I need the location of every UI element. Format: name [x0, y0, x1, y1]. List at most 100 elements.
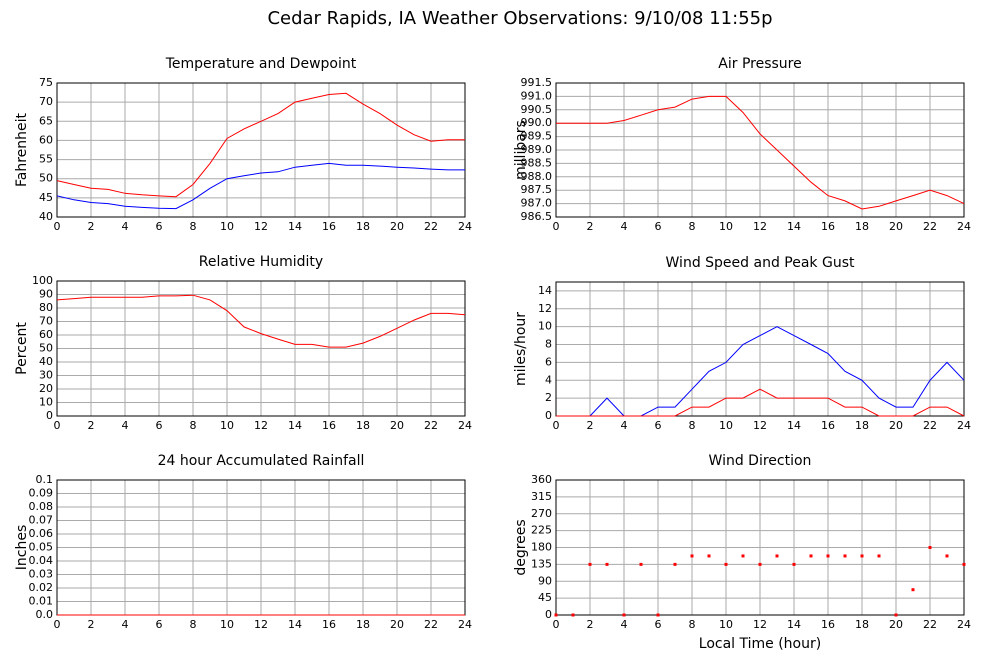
y-tick-label: 180 [531, 541, 552, 554]
y-tick-label: 0.08 [29, 500, 54, 513]
x-tick-label: 8 [689, 220, 696, 233]
y-tick-label: 0.0 [36, 608, 54, 621]
y-tick-label: 315 [531, 490, 552, 503]
y-tick-label: 987.5 [521, 183, 553, 196]
y-tick-label: 0.04 [29, 554, 54, 567]
x-tick-label: 4 [122, 419, 129, 432]
series-line [56, 162, 465, 210]
x-tick-label: 12 [254, 419, 268, 432]
x-tick-label: 2 [587, 220, 594, 233]
point [928, 546, 932, 549]
x-tick-label: 12 [753, 419, 767, 432]
chart-title: Wind Speed and Peak Gust [666, 255, 855, 271]
x-tick-label: 6 [156, 419, 163, 432]
x-tick-label: 16 [322, 419, 336, 432]
x-tick-label: 20 [889, 618, 903, 631]
point [894, 613, 898, 617]
x-tick-label: 10 [220, 618, 234, 631]
y-tick-label: 50 [39, 342, 53, 355]
point [945, 554, 949, 558]
y-axis-label: miles/hour [513, 312, 529, 386]
y-tick-label: 0 [545, 409, 552, 422]
y-tick-label: 70 [39, 315, 53, 328]
x-tick-label: 12 [753, 618, 767, 631]
series-line [56, 92, 465, 198]
x-tick-label: 18 [356, 419, 370, 432]
y-axis-label: degrees [513, 519, 529, 575]
y-tick-label: 989.0 [521, 143, 553, 156]
x-tick-label: 2 [88, 618, 95, 631]
x-tick-label: 2 [587, 618, 594, 631]
x-tick-label: 6 [655, 618, 662, 631]
y-tick-label: 0.03 [29, 568, 54, 581]
y-tick-label: 0.05 [29, 541, 54, 554]
x-tick-label: 16 [322, 220, 336, 233]
x-tick-label: 22 [923, 618, 937, 631]
x-tick-label: 22 [424, 419, 438, 432]
point [639, 562, 643, 566]
plot-frame [555, 82, 965, 218]
y-tick-label: 75 [39, 76, 53, 89]
x-tick-label: 14 [787, 419, 801, 432]
point [707, 554, 711, 558]
x-tick-label: 6 [655, 220, 662, 233]
y-axis-label: Inches [14, 525, 30, 570]
y-tick-label: 988.0 [521, 170, 553, 183]
x-tick-label: 10 [719, 419, 733, 432]
y-tick-label: 4 [545, 373, 552, 386]
x-tick-label: 6 [156, 220, 163, 233]
x-tick-label: 4 [621, 618, 628, 631]
y-tick-label: 55 [39, 153, 53, 166]
point [877, 554, 881, 558]
y-tick-label: 45 [538, 591, 552, 604]
y-tick-label: 2 [545, 391, 552, 404]
point [656, 613, 660, 617]
point [673, 562, 677, 566]
plot-frame [555, 479, 965, 616]
x-tick-label: 2 [88, 220, 95, 233]
x-tick-label: 4 [621, 220, 628, 233]
y-tick-label: 0.06 [29, 527, 54, 540]
x-tick-label: 20 [889, 419, 903, 432]
x-tick-label: 18 [855, 618, 869, 631]
x-tick-label: 0 [54, 618, 61, 631]
x-tick-label: 14 [787, 618, 801, 631]
y-tick-label: 6 [545, 355, 552, 368]
x-tick-label: 12 [254, 618, 268, 631]
y-tick-label: 100 [32, 274, 53, 287]
x-tick-label: 20 [390, 220, 404, 233]
x-tick-label: 8 [689, 419, 696, 432]
y-tick-label: 65 [39, 114, 53, 127]
x-tick-label: 24 [458, 419, 472, 432]
x-tick-label: 18 [855, 419, 869, 432]
x-tick-label: 22 [424, 618, 438, 631]
y-tick-label: 60 [39, 328, 53, 341]
y-tick-label: 12 [538, 302, 552, 315]
y-tick-label: 987.0 [521, 197, 553, 210]
y-tick-label: 8 [545, 338, 552, 351]
y-tick-label: 0 [545, 608, 552, 621]
x-tick-label: 2 [88, 419, 95, 432]
x-tick-label: 0 [54, 220, 61, 233]
point [741, 554, 745, 558]
point [792, 562, 796, 566]
chart-title: Wind Direction [709, 453, 812, 469]
x-tick-label: 22 [424, 220, 438, 233]
x-tick-label: 18 [356, 220, 370, 233]
point [724, 562, 728, 566]
y-axis-label: Percent [14, 322, 30, 375]
x-tick-label: 20 [889, 220, 903, 233]
chart-title: Temperature and Dewpoint [165, 56, 357, 72]
y-tick-label: 14 [538, 284, 552, 297]
y-tick-label: 135 [531, 557, 552, 570]
x-tick-label: 20 [390, 618, 404, 631]
y-tick-label: 50 [39, 172, 53, 185]
y-tick-label: 90 [538, 574, 552, 587]
y-tick-label: 60 [39, 133, 53, 146]
point [911, 588, 915, 592]
x-tick-label: 14 [787, 220, 801, 233]
x-tick-label: 4 [122, 220, 129, 233]
x-tick-label: 14 [288, 220, 302, 233]
